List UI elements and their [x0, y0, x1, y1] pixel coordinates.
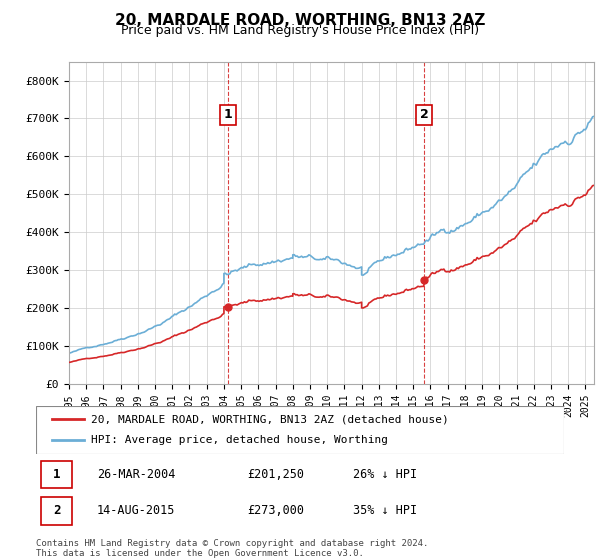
- Text: HPI: Average price, detached house, Worthing: HPI: Average price, detached house, Wort…: [91, 435, 388, 445]
- Text: 2: 2: [53, 505, 61, 517]
- FancyBboxPatch shape: [36, 406, 564, 454]
- Text: 1: 1: [53, 468, 61, 481]
- Text: 14-AUG-2015: 14-AUG-2015: [97, 505, 175, 517]
- FancyBboxPatch shape: [41, 497, 72, 525]
- Text: 1: 1: [223, 108, 232, 121]
- Text: Contains HM Land Registry data © Crown copyright and database right 2024.
This d: Contains HM Land Registry data © Crown c…: [36, 539, 428, 558]
- Text: 20, MARDALE ROAD, WORTHING, BN13 2AZ (detached house): 20, MARDALE ROAD, WORTHING, BN13 2AZ (de…: [91, 414, 449, 424]
- Text: Price paid vs. HM Land Registry's House Price Index (HPI): Price paid vs. HM Land Registry's House …: [121, 24, 479, 37]
- Text: 2: 2: [419, 108, 428, 121]
- Text: 20, MARDALE ROAD, WORTHING, BN13 2AZ: 20, MARDALE ROAD, WORTHING, BN13 2AZ: [115, 13, 485, 28]
- Text: 26-MAR-2004: 26-MAR-2004: [97, 468, 175, 481]
- Text: £201,250: £201,250: [247, 468, 304, 481]
- Text: 35% ↓ HPI: 35% ↓ HPI: [353, 505, 417, 517]
- Text: 26% ↓ HPI: 26% ↓ HPI: [353, 468, 417, 481]
- Text: £273,000: £273,000: [247, 505, 304, 517]
- FancyBboxPatch shape: [41, 461, 72, 488]
